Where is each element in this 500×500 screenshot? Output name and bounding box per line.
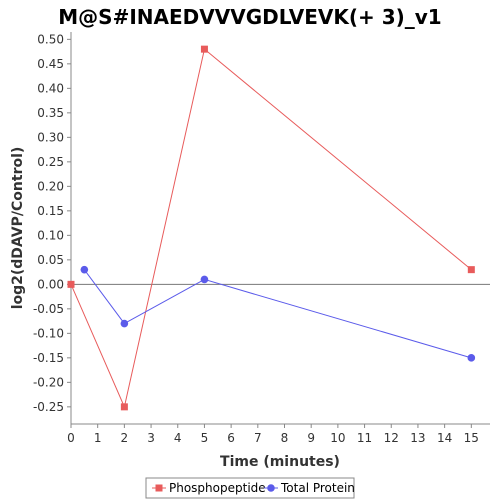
data-point-1	[67, 280, 75, 288]
x-tick-label: 3	[147, 431, 155, 445]
x-tick-label: 4	[174, 431, 182, 445]
legend: Phosphopeptide Total Protein	[145, 477, 355, 499]
legend-label-1: Phosphopeptide	[169, 481, 266, 495]
y-tick-label: 0.00	[37, 277, 64, 291]
x-tick-label: 15	[464, 431, 479, 445]
x-tick-label: 7	[254, 431, 262, 445]
x-axis-label: Time (minutes)	[220, 454, 340, 470]
y-tick-label: 0.40	[37, 81, 64, 95]
y-tick-label: 0.05	[37, 253, 64, 267]
data-point-2	[120, 319, 129, 328]
x-tick-label: 2	[121, 431, 129, 445]
y-tick-label: -0.05	[33, 302, 64, 316]
data-point-2	[80, 265, 89, 274]
y-tick-label: 0.15	[37, 204, 64, 218]
legend-marker-1	[155, 484, 163, 492]
data-point-1	[120, 403, 128, 411]
series-line-1	[70, 48, 472, 409]
y-tick-label: 0.25	[37, 155, 64, 169]
y-tick-label: 0.50	[37, 32, 64, 46]
x-tick-label: 10	[330, 431, 345, 445]
y-tick-label: 0.10	[37, 228, 64, 242]
x-tick-label: 6	[227, 431, 235, 445]
x-tick-label: 12	[384, 431, 399, 445]
x-tick-label: 0	[67, 431, 75, 445]
chart-title: M@S#INAEDVVVGDLVEVK(+ 3)_v1	[58, 5, 441, 29]
series-line-2	[83, 269, 472, 359]
y-tick-label: 0.30	[37, 130, 64, 144]
y-tick-label: -0.25	[33, 400, 64, 414]
data-point-1	[467, 266, 475, 274]
y-tick-label: -0.20	[33, 375, 64, 389]
data-point-2	[467, 354, 476, 362]
x-tick-label: 5	[201, 431, 209, 445]
x-tick-label: 14	[437, 431, 452, 445]
y-tick-label: 0.45	[37, 57, 64, 71]
x-tick-label: 11	[357, 431, 372, 445]
legend-box	[145, 477, 355, 499]
x-tick-label: 8	[281, 431, 289, 445]
legend-marker-2	[267, 484, 275, 492]
y-tick-label: -0.10	[33, 326, 64, 340]
x-tick-label: 13	[410, 431, 425, 445]
x-tick-label: 1	[94, 431, 102, 445]
data-point-1	[200, 45, 208, 53]
data-point-2	[200, 275, 209, 284]
y-axis-label: log2(dDAVP/Control)	[10, 147, 26, 310]
y-tick-label: 0.35	[37, 106, 64, 120]
x-tick-label: 9	[307, 431, 315, 445]
y-tick-label: -0.15	[33, 351, 64, 365]
y-tick-label: 0.20	[37, 179, 64, 193]
legend-label-2: Total Protein	[280, 481, 355, 495]
